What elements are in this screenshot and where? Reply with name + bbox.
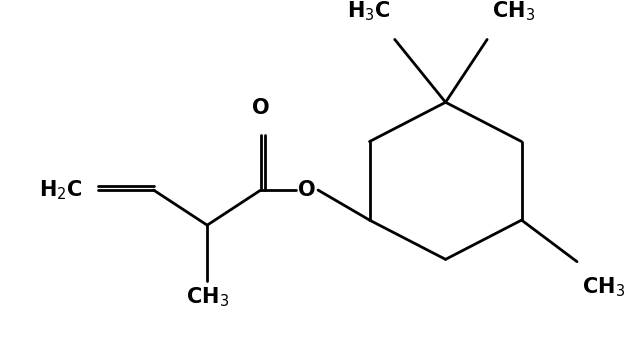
Text: CH$_3$: CH$_3$ [186,286,228,309]
Text: O: O [298,180,316,200]
Text: H$_2$C: H$_2$C [39,178,83,202]
Text: O: O [252,98,269,118]
Text: H$_3$C: H$_3$C [347,0,390,23]
Text: CH$_3$: CH$_3$ [582,275,625,299]
Text: CH$_3$: CH$_3$ [492,0,535,23]
